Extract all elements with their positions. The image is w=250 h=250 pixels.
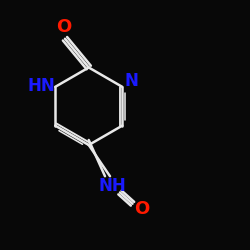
Text: O: O	[56, 18, 72, 36]
Text: O: O	[134, 200, 149, 218]
Text: N: N	[124, 72, 138, 90]
Text: HN: HN	[28, 76, 55, 94]
Text: NH: NH	[98, 177, 126, 195]
